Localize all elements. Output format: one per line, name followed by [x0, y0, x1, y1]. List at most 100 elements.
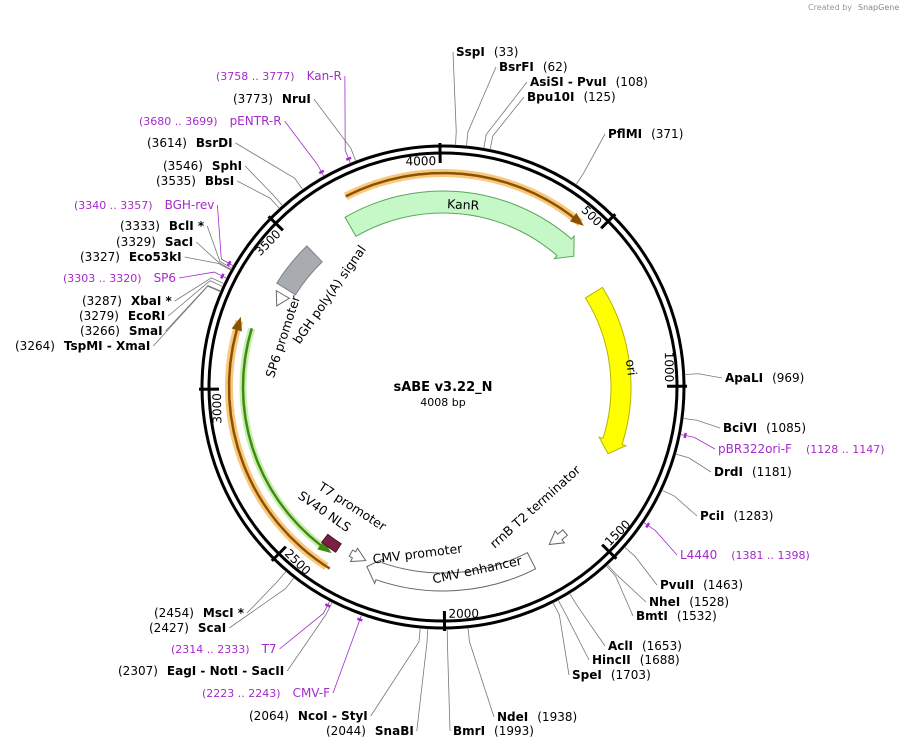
primer-name: pBR322ori-F: [718, 442, 792, 456]
site-name: XbaI *: [131, 294, 173, 308]
leader-line: [569, 593, 606, 647]
site-name: ApaLI: [725, 371, 763, 385]
leader-line: [244, 165, 283, 207]
orf-arrow: [241, 327, 332, 554]
leader-line: [446, 628, 451, 732]
site-name: SmaI: [129, 324, 163, 338]
leader-line: [174, 277, 225, 302]
leader-line: [661, 489, 698, 517]
site-position: (3287): [82, 294, 122, 308]
site-position: (3546): [163, 159, 203, 173]
site-name: PvuII: [660, 578, 694, 592]
site-name: BmtI: [636, 609, 668, 623]
site-name: BsrFI: [499, 60, 534, 74]
feature-label: KanR: [447, 196, 480, 213]
tick-mark: [601, 543, 618, 560]
site-name: HincII: [592, 653, 631, 667]
leader-line: [675, 453, 712, 473]
leader-line: [680, 434, 716, 450]
leader-line: [206, 225, 233, 269]
site-name: EcoRI: [128, 309, 165, 323]
site-position: (3266): [80, 324, 120, 338]
leader-line: [235, 142, 304, 190]
tick-label: 4000: [406, 154, 437, 168]
site-name: TspMI - XmaI: [64, 339, 150, 353]
site-position: (1703): [611, 668, 651, 682]
tick-mark: [267, 215, 284, 232]
leader-line: [684, 373, 723, 379]
tick-mark: [270, 545, 287, 562]
site-name: BbsI: [205, 174, 234, 188]
feature-label: ori: [623, 358, 640, 376]
leader-line: [284, 120, 325, 177]
site-position: (2064): [249, 709, 289, 723]
site-name: AsiSI - PvuI: [530, 75, 607, 89]
leader-line: [216, 204, 234, 267]
site-position: (1463): [703, 578, 743, 592]
site-position: (2044): [326, 724, 366, 738]
leader-line: [286, 602, 333, 672]
site-position: (1085): [766, 421, 806, 435]
primer-name: Kan-R: [307, 69, 342, 83]
site-name: BclI *: [169, 219, 205, 233]
plasmid-length: 4008 bp: [420, 396, 465, 409]
site-name: PciI: [700, 509, 725, 523]
site-position: (33): [494, 45, 519, 59]
site-position: (62): [543, 60, 568, 74]
leader-line: [605, 565, 634, 617]
site-name: SpeI: [572, 668, 602, 682]
leader-line: [370, 627, 421, 717]
leader-line: [246, 570, 287, 614]
site-position: (3773): [233, 92, 273, 106]
feature-ori: [584, 286, 632, 455]
leader-line: [344, 75, 351, 164]
primer-range: (3758 .. 3777): [216, 70, 295, 83]
primer-name: CMV-F: [293, 686, 331, 700]
site-position: (3264): [15, 339, 55, 353]
site-position: (2454): [154, 606, 194, 620]
primer-range: (2314 .. 2333): [171, 643, 250, 656]
feature-label: rrnB T2 terminator: [487, 462, 584, 552]
site-position: (1653): [642, 639, 682, 653]
leader-line: [237, 180, 280, 209]
feature-rrnb: [548, 529, 569, 546]
leader-line: [195, 241, 232, 270]
site-position: (1528): [689, 595, 729, 609]
leader-line: [643, 522, 678, 556]
plasmid-name: sABE v3.22_N: [393, 380, 492, 395]
site-position: (3535): [156, 174, 196, 188]
site-name: NcoI - StyI: [298, 709, 368, 723]
leader-line: [178, 271, 227, 279]
site-position: (1283): [734, 509, 774, 523]
site-position: (3333): [120, 219, 160, 233]
primer-range: (3340 .. 3357): [74, 199, 153, 212]
orf-arrow: [227, 316, 331, 570]
credit: Created by: [808, 3, 852, 12]
site-name: MscI *: [203, 606, 245, 620]
site-position: (1688): [640, 653, 680, 667]
feature-t7: [348, 547, 367, 563]
primer-range: (3680 .. 3699): [139, 115, 218, 128]
site-position: (125): [583, 90, 615, 104]
primer-name: pENTR-R: [230, 114, 282, 128]
site-name: SacI: [165, 235, 193, 249]
site-position: (1181): [752, 465, 792, 479]
site-name: EagI - NotI - SacII: [167, 664, 284, 678]
primer-name: L4440: [680, 548, 717, 562]
site-position: (2307): [118, 664, 158, 678]
leader-line: [452, 51, 457, 146]
site-name: SphI: [212, 159, 242, 173]
primer-range: (2223 .. 2243): [202, 687, 281, 700]
leader-line: [184, 256, 232, 271]
site-name: NdeI: [497, 710, 528, 724]
primer-name: SP6: [154, 271, 177, 285]
primer-name: BGH-rev: [165, 198, 215, 212]
leader-line: [279, 600, 331, 650]
feature-label: CMV promoter: [372, 540, 464, 566]
site-name: PflMI: [608, 127, 642, 141]
tick-label: 1000: [662, 352, 676, 383]
leader-line: [552, 602, 570, 676]
leader-line: [416, 628, 429, 732]
feature-sv40: [321, 533, 342, 553]
site-name: BmrI: [453, 724, 485, 738]
